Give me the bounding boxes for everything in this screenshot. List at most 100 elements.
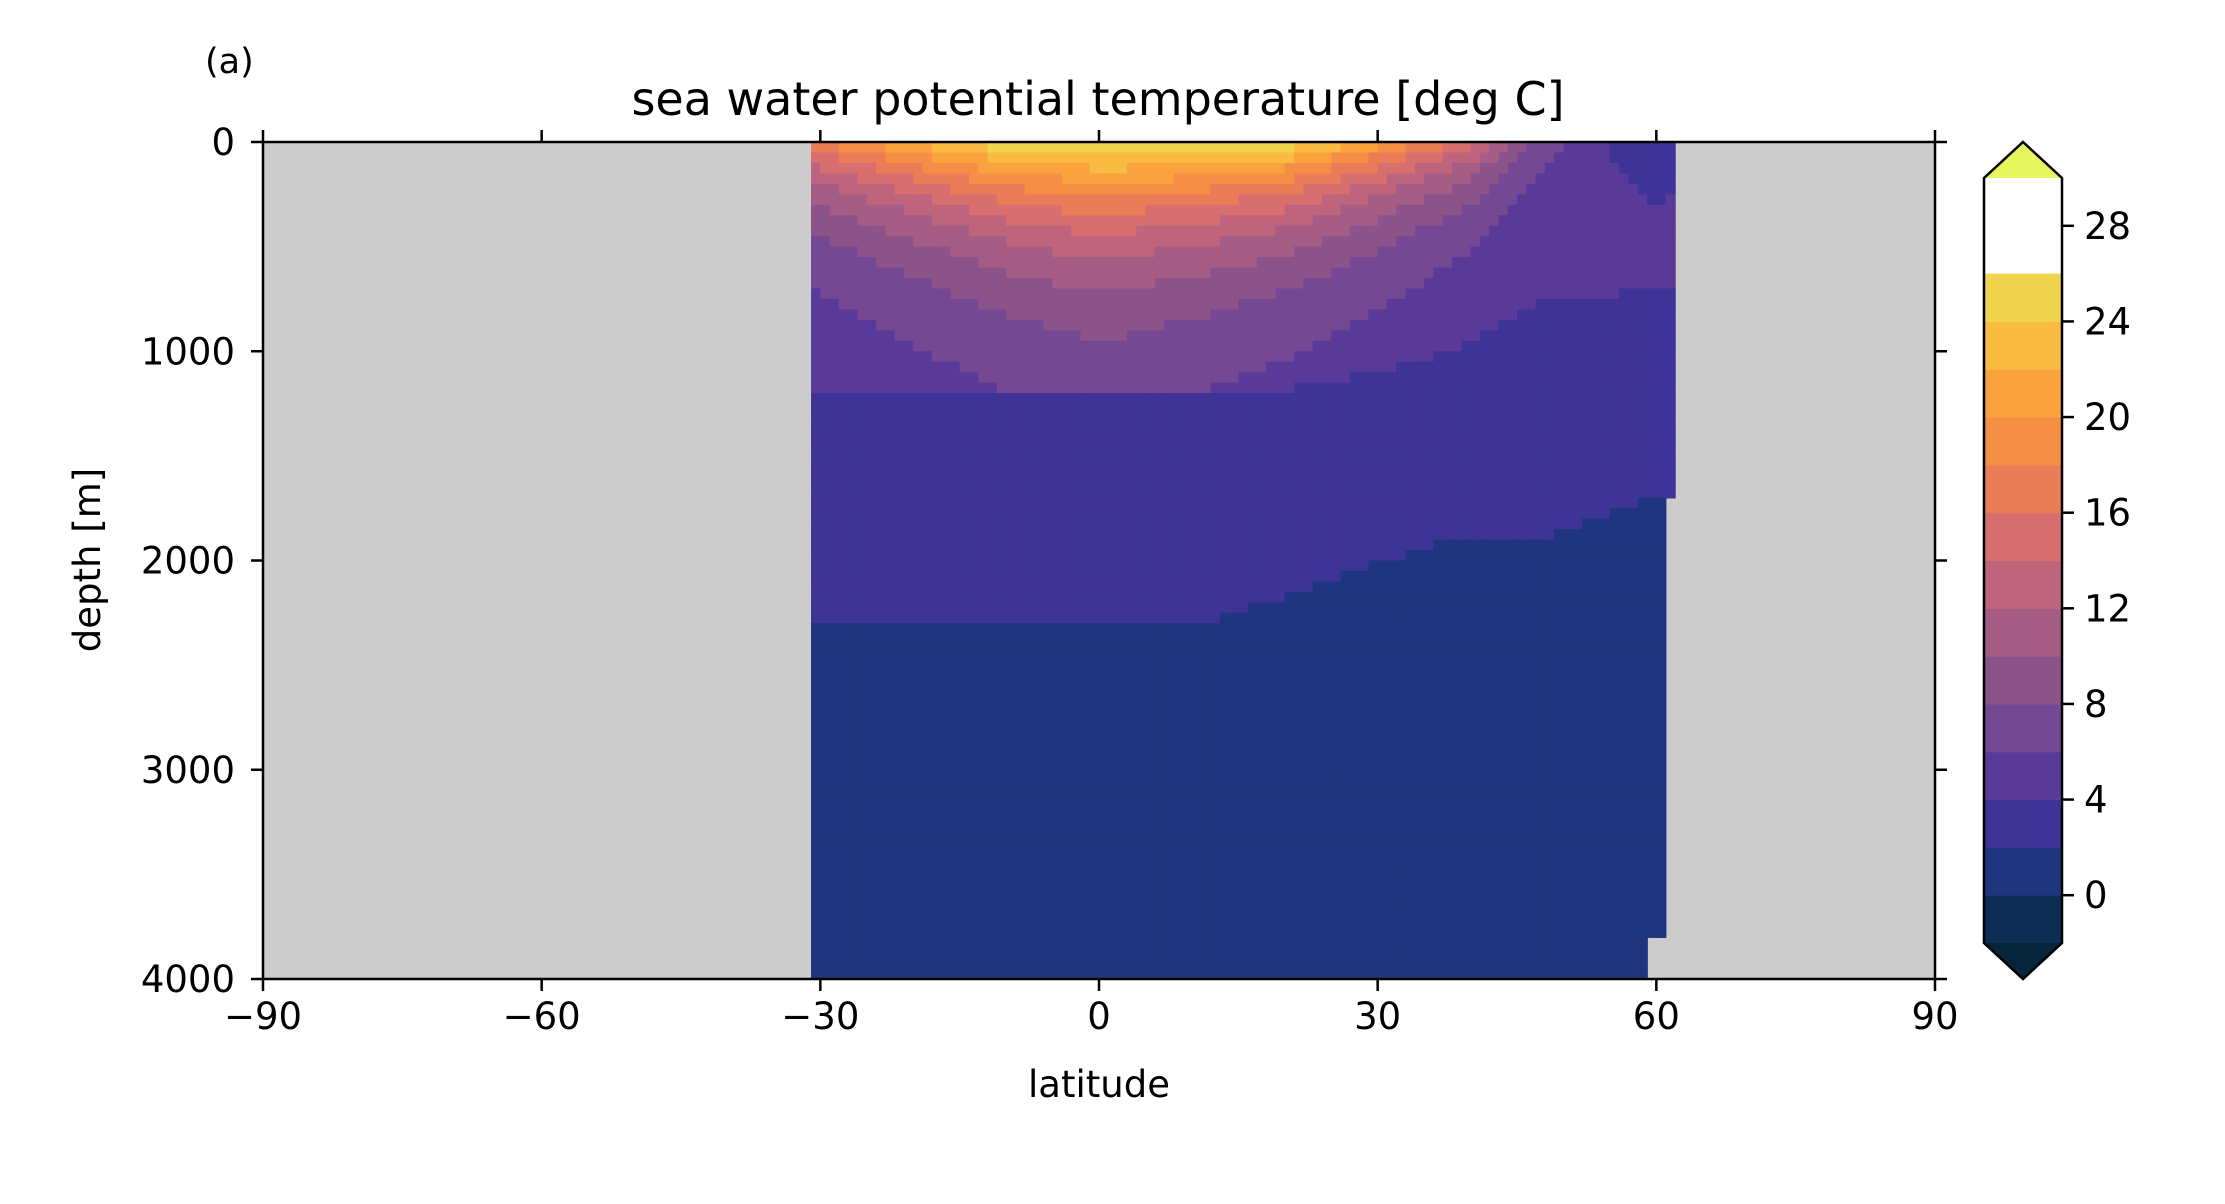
heatmap-cell — [1043, 403, 1054, 415]
heatmap-cell — [1219, 466, 1230, 478]
heatmap-cell — [996, 937, 1007, 949]
heatmap-cell — [1071, 822, 1082, 834]
heatmap-cell — [829, 853, 840, 865]
heatmap-cell — [1126, 612, 1137, 625]
heatmap-cell — [1256, 183, 1267, 196]
heatmap-cell — [1219, 445, 1230, 457]
heatmap-cell — [913, 748, 924, 761]
heatmap-cell — [1238, 727, 1249, 740]
heatmap-cell — [903, 727, 915, 740]
heatmap-cell — [1303, 759, 1314, 771]
heatmap-cell — [913, 267, 924, 279]
heatmap-cell — [885, 204, 896, 217]
heatmap-cell — [857, 581, 868, 593]
heatmap-cell — [913, 330, 924, 342]
heatmap-cell — [1331, 654, 1342, 666]
heatmap-cell — [1052, 581, 1063, 593]
heatmap-cell — [1006, 874, 1017, 886]
heatmap-cell — [885, 738, 896, 750]
heatmap-cell — [857, 905, 868, 918]
heatmap-cell — [1154, 968, 1165, 980]
heatmap-cell — [1266, 424, 1277, 436]
heatmap-cell — [857, 654, 868, 666]
heatmap-cell — [1294, 194, 1305, 206]
heatmap-cell — [913, 759, 924, 771]
heatmap-cell — [1006, 633, 1017, 645]
heatmap-cell — [1340, 183, 1351, 196]
heatmap-cell — [1275, 769, 1286, 782]
heatmap-cell — [987, 550, 998, 562]
heatmap-cell — [1312, 832, 1323, 844]
heatmap-cell — [1015, 696, 1026, 708]
heatmap-cell — [1229, 162, 1240, 175]
heatmap-cell — [1275, 351, 1286, 363]
heatmap-cell — [1210, 811, 1221, 823]
heatmap-cell — [1108, 560, 1119, 572]
heatmap-cell — [866, 361, 877, 373]
heatmap-cell — [1219, 842, 1230, 855]
heatmap-cell — [820, 937, 831, 949]
heatmap-cell — [1052, 905, 1063, 918]
heatmap-cell — [857, 445, 868, 457]
heatmap-cell — [978, 727, 989, 740]
heatmap-cell — [1126, 780, 1137, 792]
heatmap-cell — [996, 884, 1007, 897]
heatmap-cell — [1247, 654, 1258, 666]
heatmap-cell — [1015, 937, 1026, 949]
heatmap-cell — [885, 675, 896, 687]
heatmap-cell — [1266, 958, 1277, 970]
heatmap-cell — [1377, 654, 1388, 666]
heatmap-cell — [1043, 937, 1054, 949]
heatmap-cell — [1136, 539, 1147, 551]
heatmap-cell — [1145, 403, 1156, 415]
heatmap-cell — [894, 257, 905, 269]
heatmap-cell — [1099, 246, 1110, 258]
heatmap-cell — [1071, 916, 1082, 928]
heatmap-cell — [838, 162, 849, 175]
heatmap-cell — [941, 215, 952, 227]
heatmap-cell — [1275, 654, 1286, 666]
heatmap-cell — [931, 748, 942, 761]
heatmap-cell — [1340, 863, 1351, 876]
heatmap-cell — [1164, 382, 1175, 394]
heatmap-cell — [838, 727, 849, 740]
heatmap-cell — [848, 832, 859, 844]
heatmap-cell — [950, 591, 961, 604]
heatmap-cell — [1015, 727, 1026, 740]
heatmap-cell — [959, 173, 970, 185]
heatmap-cell — [1061, 895, 1072, 907]
heatmap-cell — [950, 183, 961, 196]
heatmap-cell — [903, 183, 915, 196]
heatmap-cell — [1191, 529, 1202, 541]
heatmap-cell — [1033, 926, 1045, 938]
heatmap-cell — [1312, 445, 1323, 457]
heatmap-cell — [894, 288, 905, 300]
heatmap-cell — [1321, 926, 1333, 938]
heatmap-cell — [1006, 581, 1017, 593]
heatmap-cell — [950, 790, 961, 802]
heatmap-cell — [1247, 215, 1258, 227]
heatmap-cell — [1080, 539, 1091, 551]
heatmap-cell — [968, 497, 980, 509]
heatmap-cell — [1015, 916, 1026, 928]
heatmap-cell — [1182, 246, 1193, 258]
heatmap-cell — [950, 602, 961, 614]
heatmap-cell — [1145, 215, 1156, 227]
heatmap-cell — [1071, 769, 1082, 782]
heatmap-cell — [885, 748, 896, 761]
heatmap-cell — [1210, 968, 1221, 980]
heatmap-cell — [1238, 853, 1249, 865]
heatmap-cell — [1284, 298, 1295, 311]
heatmap-cell — [996, 455, 1007, 468]
heatmap-cell — [941, 497, 952, 509]
heatmap-cell — [1033, 612, 1045, 625]
heatmap-cell — [1052, 539, 1063, 551]
heatmap-cell — [1349, 330, 1360, 342]
heatmap-cell — [866, 393, 877, 405]
heatmap-cell — [1219, 560, 1230, 572]
heatmap-cell — [1173, 529, 1184, 541]
heatmap-cell — [1349, 497, 1360, 509]
heatmap-cell — [903, 884, 915, 897]
heatmap-cell — [1219, 696, 1230, 708]
heatmap-cell — [959, 633, 970, 645]
